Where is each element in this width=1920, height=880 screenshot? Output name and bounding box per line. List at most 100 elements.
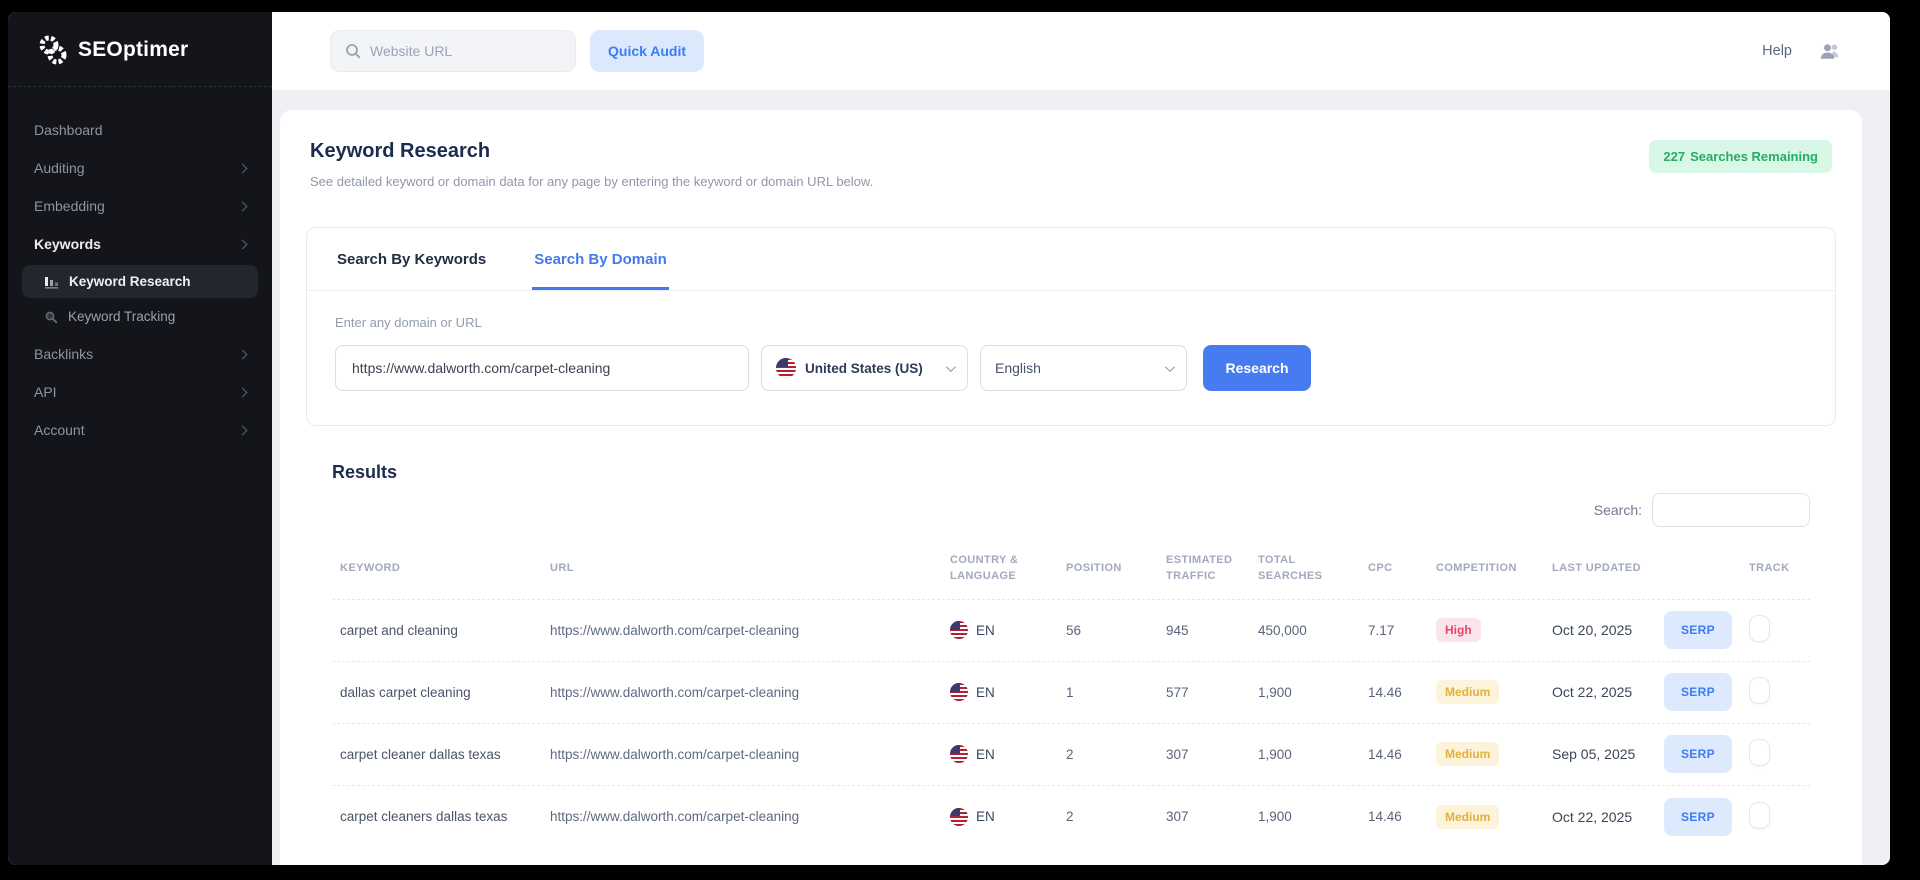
track-cell — [1749, 677, 1802, 707]
sidebar-item-account[interactable]: Account — [22, 411, 258, 449]
cpc-cell: 14.46 — [1368, 809, 1402, 825]
logo-text: SEOptimer — [78, 38, 189, 61]
sidebar-item-keyword-tracking[interactable]: Keyword Tracking — [22, 300, 258, 333]
sidebar-item-label: Keyword Research — [69, 274, 191, 289]
language-code: EN — [976, 809, 995, 825]
content-area: Keyword Research See detailed keyword or… — [272, 90, 1890, 865]
sidebar-item-embedding[interactable]: Embedding — [22, 187, 258, 225]
col-country-language: COUNTRY & LANGUAGE — [950, 554, 1019, 582]
track-checkbox[interactable] — [1749, 801, 1770, 829]
app-window: SEOptimer Dashboard Auditing Embedding K… — [8, 12, 1890, 865]
col-total-searches: TOTAL SEARCHES — [1258, 554, 1323, 582]
us-flag-icon — [776, 358, 796, 378]
col-track: TRACK — [1749, 561, 1790, 574]
language-code: EN — [976, 622, 995, 638]
serp-cell: SERP — [1664, 735, 1749, 774]
table-search-input[interactable] — [1652, 493, 1810, 527]
sidebar-item-backlinks[interactable]: Backlinks — [22, 335, 258, 373]
serp-button[interactable]: SERP — [1664, 797, 1732, 836]
sidebar-nav: Dashboard Auditing Embedding Keywords — [8, 103, 272, 457]
chevron-down-icon — [945, 361, 956, 372]
quick-audit-button[interactable]: Quick Audit — [590, 30, 705, 72]
cpc-cell: 14.46 — [1368, 684, 1402, 700]
total-searches-cell: 1,900 — [1258, 809, 1292, 825]
track-checkbox[interactable] — [1749, 615, 1770, 643]
country-cell: EN — [950, 807, 1066, 826]
competition-cell: Medium — [1436, 742, 1552, 767]
us-flag-icon — [950, 683, 968, 702]
total-searches-cell: 1,900 — [1258, 746, 1292, 762]
chevron-right-icon — [237, 349, 248, 359]
last-updated-cell: Sep 05, 2025 — [1552, 746, 1636, 763]
url-cell: https://www.dalworth.com/carpet-cleaning — [550, 746, 800, 762]
country-select-value: United States (US) — [805, 360, 923, 376]
track-checkbox[interactable] — [1749, 739, 1770, 767]
country-cell: EN — [950, 745, 1066, 764]
sidebar-item-auditing[interactable]: Auditing — [22, 149, 258, 187]
col-position: POSITION — [1066, 561, 1122, 574]
table-search-row: Search: — [332, 493, 1810, 527]
table-row: carpet cleaners dallas texas https://www… — [332, 786, 1810, 848]
chevron-right-icon — [237, 387, 248, 397]
col-cpc: CPC — [1368, 561, 1393, 574]
competition-cell: Medium — [1436, 804, 1552, 829]
col-keyword: KEYWORD — [340, 561, 401, 574]
serp-button[interactable]: SERP — [1664, 735, 1732, 774]
estimated-traffic-cell: 945 — [1166, 622, 1189, 638]
col-last-updated: LAST UPDATED — [1552, 561, 1641, 574]
keyword-cell: carpet cleaners dallas texas — [340, 809, 508, 825]
logo[interactable]: SEOptimer — [8, 12, 272, 86]
competition-badge: Medium — [1436, 742, 1500, 767]
table-row: carpet cleaner dallas texas https://www.… — [332, 724, 1810, 786]
track-checkbox[interactable] — [1749, 677, 1770, 705]
competition-badge: Medium — [1436, 680, 1500, 705]
serp-button[interactable]: SERP — [1664, 611, 1732, 650]
col-estimated-traffic: ESTIMATED TRAFFIC — [1166, 554, 1233, 582]
main-panel: Keyword Research See detailed keyword or… — [280, 110, 1862, 865]
table-row: dallas carpet cleaning https://www.dalwo… — [332, 662, 1810, 724]
searches-remaining-badge: 227 Searches Remaining — [1649, 140, 1832, 173]
keyword-cell: carpet cleaner dallas texas — [340, 746, 501, 762]
research-button[interactable]: Research — [1203, 345, 1311, 391]
sidebar-item-keyword-research[interactable]: Keyword Research — [22, 265, 258, 298]
col-url: URL — [550, 561, 574, 574]
domain-url-input[interactable]: https://www.dalworth.com/carpet-cleaning — [335, 345, 749, 391]
table-body: carpet and cleaning https://www.dalworth… — [332, 600, 1810, 848]
sidebar-item-dashboard[interactable]: Dashboard — [34, 122, 103, 138]
table-header: KEYWORD URL COUNTRY & LANGUAGE POSITION … — [332, 547, 1810, 600]
sidebar-divider — [8, 86, 272, 87]
tab-search-by-domain[interactable]: Search By Domain — [532, 228, 669, 290]
sidebar-item-keywords[interactable]: Keywords — [22, 225, 258, 263]
search-card: Search By Keywords Search By Domain Ente… — [306, 227, 1836, 426]
language-select[interactable]: English — [980, 345, 1187, 391]
sidebar-item-api[interactable]: API — [22, 373, 258, 411]
users-icon[interactable] — [1818, 42, 1842, 61]
sidebar: SEOptimer Dashboard Auditing Embedding K… — [8, 12, 272, 865]
domain-url-value: https://www.dalworth.com/carpet-cleaning — [352, 360, 611, 376]
country-select[interactable]: United States (US) — [761, 345, 968, 391]
us-flag-icon — [950, 621, 968, 640]
page-header: Keyword Research See detailed keyword or… — [306, 140, 1836, 189]
cpc-cell: 7.17 — [1368, 622, 1395, 638]
position-cell: 2 — [1066, 746, 1074, 762]
language-code: EN — [976, 684, 995, 700]
url-cell: https://www.dalworth.com/carpet-cleaning — [550, 809, 800, 825]
col-competition: COMPETITION — [1436, 561, 1517, 574]
country-cell: EN — [950, 621, 1066, 640]
serp-button[interactable]: SERP — [1664, 673, 1732, 712]
serp-cell: SERP — [1664, 673, 1749, 712]
website-url-input[interactable]: Website URL — [330, 30, 576, 72]
page-subtitle: See detailed keyword or domain data for … — [310, 174, 874, 189]
last-updated-cell: Oct 20, 2025 — [1552, 622, 1633, 639]
searches-remaining-count: 227 — [1663, 149, 1686, 164]
chevron-right-icon — [237, 239, 248, 249]
chevron-right-icon — [237, 425, 248, 435]
seoptimer-gear-icon — [39, 35, 67, 65]
chevron-right-icon — [237, 163, 248, 173]
keyword-cell: carpet and cleaning — [340, 622, 458, 638]
tab-search-by-keywords[interactable]: Search By Keywords — [337, 251, 487, 268]
bar-chart-icon — [45, 276, 58, 288]
help-link[interactable]: Help — [1762, 43, 1792, 59]
chevron-right-icon — [237, 201, 248, 211]
total-searches-cell: 450,000 — [1258, 622, 1307, 638]
